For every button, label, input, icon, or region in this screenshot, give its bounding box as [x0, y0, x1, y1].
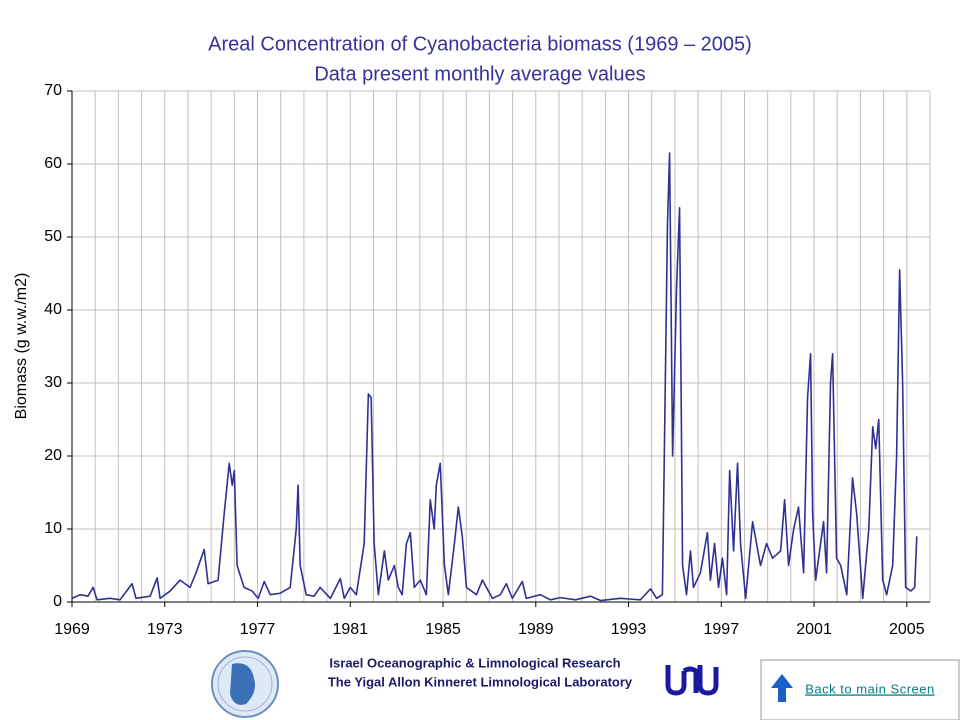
- link-box: [760, 659, 960, 720]
- x-tick-label: 1993: [611, 621, 647, 638]
- x-tick-label: 1977: [240, 621, 276, 638]
- y-tick-label: 40: [44, 301, 62, 318]
- institute-logo: [665, 665, 719, 696]
- y-axis-label: Biomass (g w.w./m2): [13, 273, 30, 420]
- y-tick-label: 50: [44, 228, 62, 245]
- y-tick-label: 30: [44, 374, 62, 391]
- x-tick-label: 1985: [425, 621, 461, 638]
- chart-title: Areal Concentration of Cyanobacteria bio…: [208, 33, 752, 55]
- back-link[interactable]: Back to main Screen: [805, 681, 934, 696]
- y-tick-label: 70: [44, 82, 62, 99]
- y-tick-label: 0: [53, 593, 62, 610]
- x-tick-label: 1989: [518, 621, 554, 638]
- x-tick-label: 2001: [796, 621, 832, 638]
- x-tick-label: 1981: [332, 621, 368, 638]
- y-tick-label: 10: [44, 520, 62, 537]
- y-tick-label: 20: [44, 447, 62, 464]
- institute-line: The Yigal Allon Kinneret Limnological La…: [328, 674, 633, 689]
- x-tick-label: 1969: [54, 621, 90, 638]
- up-arrow-icon[interactable]: [771, 674, 793, 702]
- chart-subtitle: Data present monthly average values: [314, 63, 645, 85]
- x-tick-label: 1973: [147, 621, 183, 638]
- x-tick-label: 1997: [704, 621, 740, 638]
- y-tick-label: 60: [44, 155, 62, 172]
- x-tick-label: 2005: [889, 621, 925, 638]
- plot-area: 0 10 20 30 40 50 60 70 1969 1973 1977 1981 1985 1989 1…: [44, 82, 931, 638]
- logo: [211, 650, 279, 718]
- data-line: [71, 152, 918, 602]
- institute-line: Israel Oceanographic & Limnological Rese…: [329, 655, 620, 670]
